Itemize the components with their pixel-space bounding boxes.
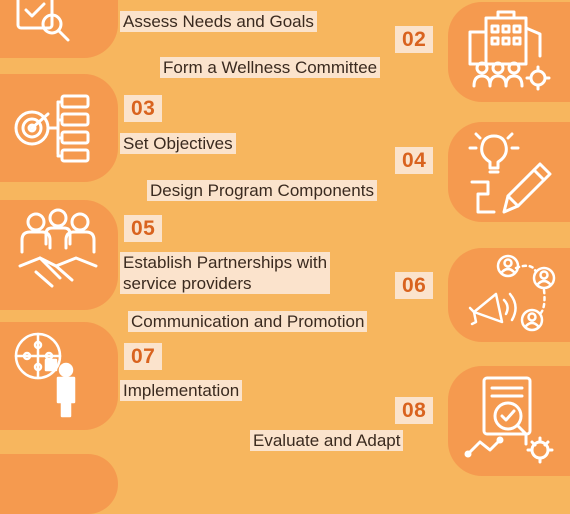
step-6-label: Communication and Promotion bbox=[128, 311, 368, 332]
step-7-label: Implementation bbox=[120, 380, 243, 401]
checklist-search-icon bbox=[16, 0, 70, 42]
step-3-tile bbox=[0, 74, 118, 182]
target-flowchart-icon bbox=[14, 94, 90, 163]
megaphone-network-icon bbox=[468, 254, 556, 332]
step-5-tile bbox=[0, 200, 118, 310]
step-8-label: Evaluate and Adapt bbox=[250, 430, 404, 451]
step-8-tile bbox=[448, 366, 570, 476]
step-3-label: Set Objectives bbox=[120, 133, 236, 154]
step-4-number: 04 bbox=[395, 147, 434, 174]
step-5-label-line-2: service providers bbox=[123, 274, 252, 293]
handshake-team-icon bbox=[18, 208, 98, 288]
step-6-number: 06 bbox=[395, 272, 434, 299]
step-2-label: Form a Wellness Committee bbox=[160, 57, 381, 78]
step-7-number: 07 bbox=[124, 343, 163, 370]
step-8-number: 08 bbox=[395, 397, 434, 424]
step-6-tile bbox=[448, 248, 570, 342]
step-2-number: 02 bbox=[395, 26, 434, 53]
building-people-icon bbox=[468, 10, 551, 91]
step-5-number: 05 bbox=[124, 215, 163, 242]
step-9-tile-partial bbox=[0, 454, 118, 514]
lightbulb-pencil-icon bbox=[468, 132, 552, 214]
step-7-tile bbox=[0, 322, 118, 430]
step-1-label: Assess Needs and Goals bbox=[120, 11, 317, 32]
step-5-label: Establish Partnerships with service prov… bbox=[120, 252, 331, 294]
puzzle-person-icon bbox=[14, 332, 76, 418]
step-4-label: Design Program Components bbox=[147, 180, 377, 201]
report-gear-icon bbox=[464, 376, 554, 464]
step-5-label-line-1: Establish Partnerships with bbox=[123, 253, 328, 272]
step-3-number: 03 bbox=[124, 95, 163, 122]
step-2-tile bbox=[448, 2, 570, 102]
step-4-tile bbox=[448, 122, 570, 222]
step-1-tile bbox=[0, 0, 118, 58]
